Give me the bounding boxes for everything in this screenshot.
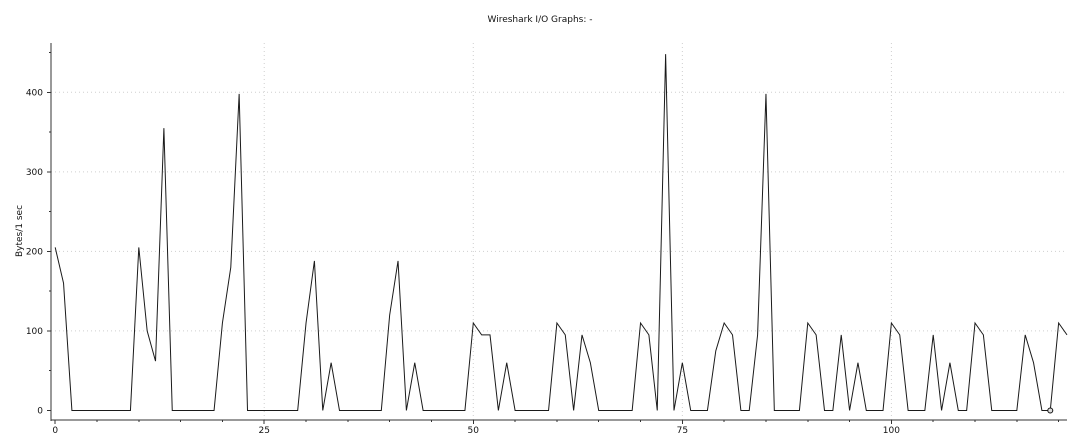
- y-tick-label: 0: [37, 406, 43, 416]
- x-tick-label: 0: [52, 426, 58, 436]
- series-layer: [54, 54, 1068, 414]
- series-line: [54, 54, 1068, 411]
- y-tick-label: 200: [26, 247, 43, 257]
- chart-title: Wireshark I/O Graphs: -: [488, 15, 593, 25]
- grid-layer: [51, 43, 1067, 420]
- y-tick-label: 100: [26, 327, 43, 337]
- x-tick-label: 75: [677, 426, 688, 436]
- x-tick-label: 50: [468, 426, 480, 436]
- x-tick-label: 100: [883, 426, 900, 436]
- highlight-marker: [1047, 407, 1054, 414]
- y-tick-label: 300: [26, 168, 43, 178]
- ticks-layer: 0 100 200 300 400 0 25 50 75 100: [26, 52, 1060, 436]
- x-tick-label: 25: [259, 426, 270, 436]
- y-axis-label: Bytes/1 sec: [15, 205, 25, 257]
- labels-layer: Wireshark I/O Graphs: - Bytes/1 sec: [15, 15, 593, 257]
- axes-layer: [50, 43, 1067, 421]
- y-tick-label: 400: [26, 88, 43, 98]
